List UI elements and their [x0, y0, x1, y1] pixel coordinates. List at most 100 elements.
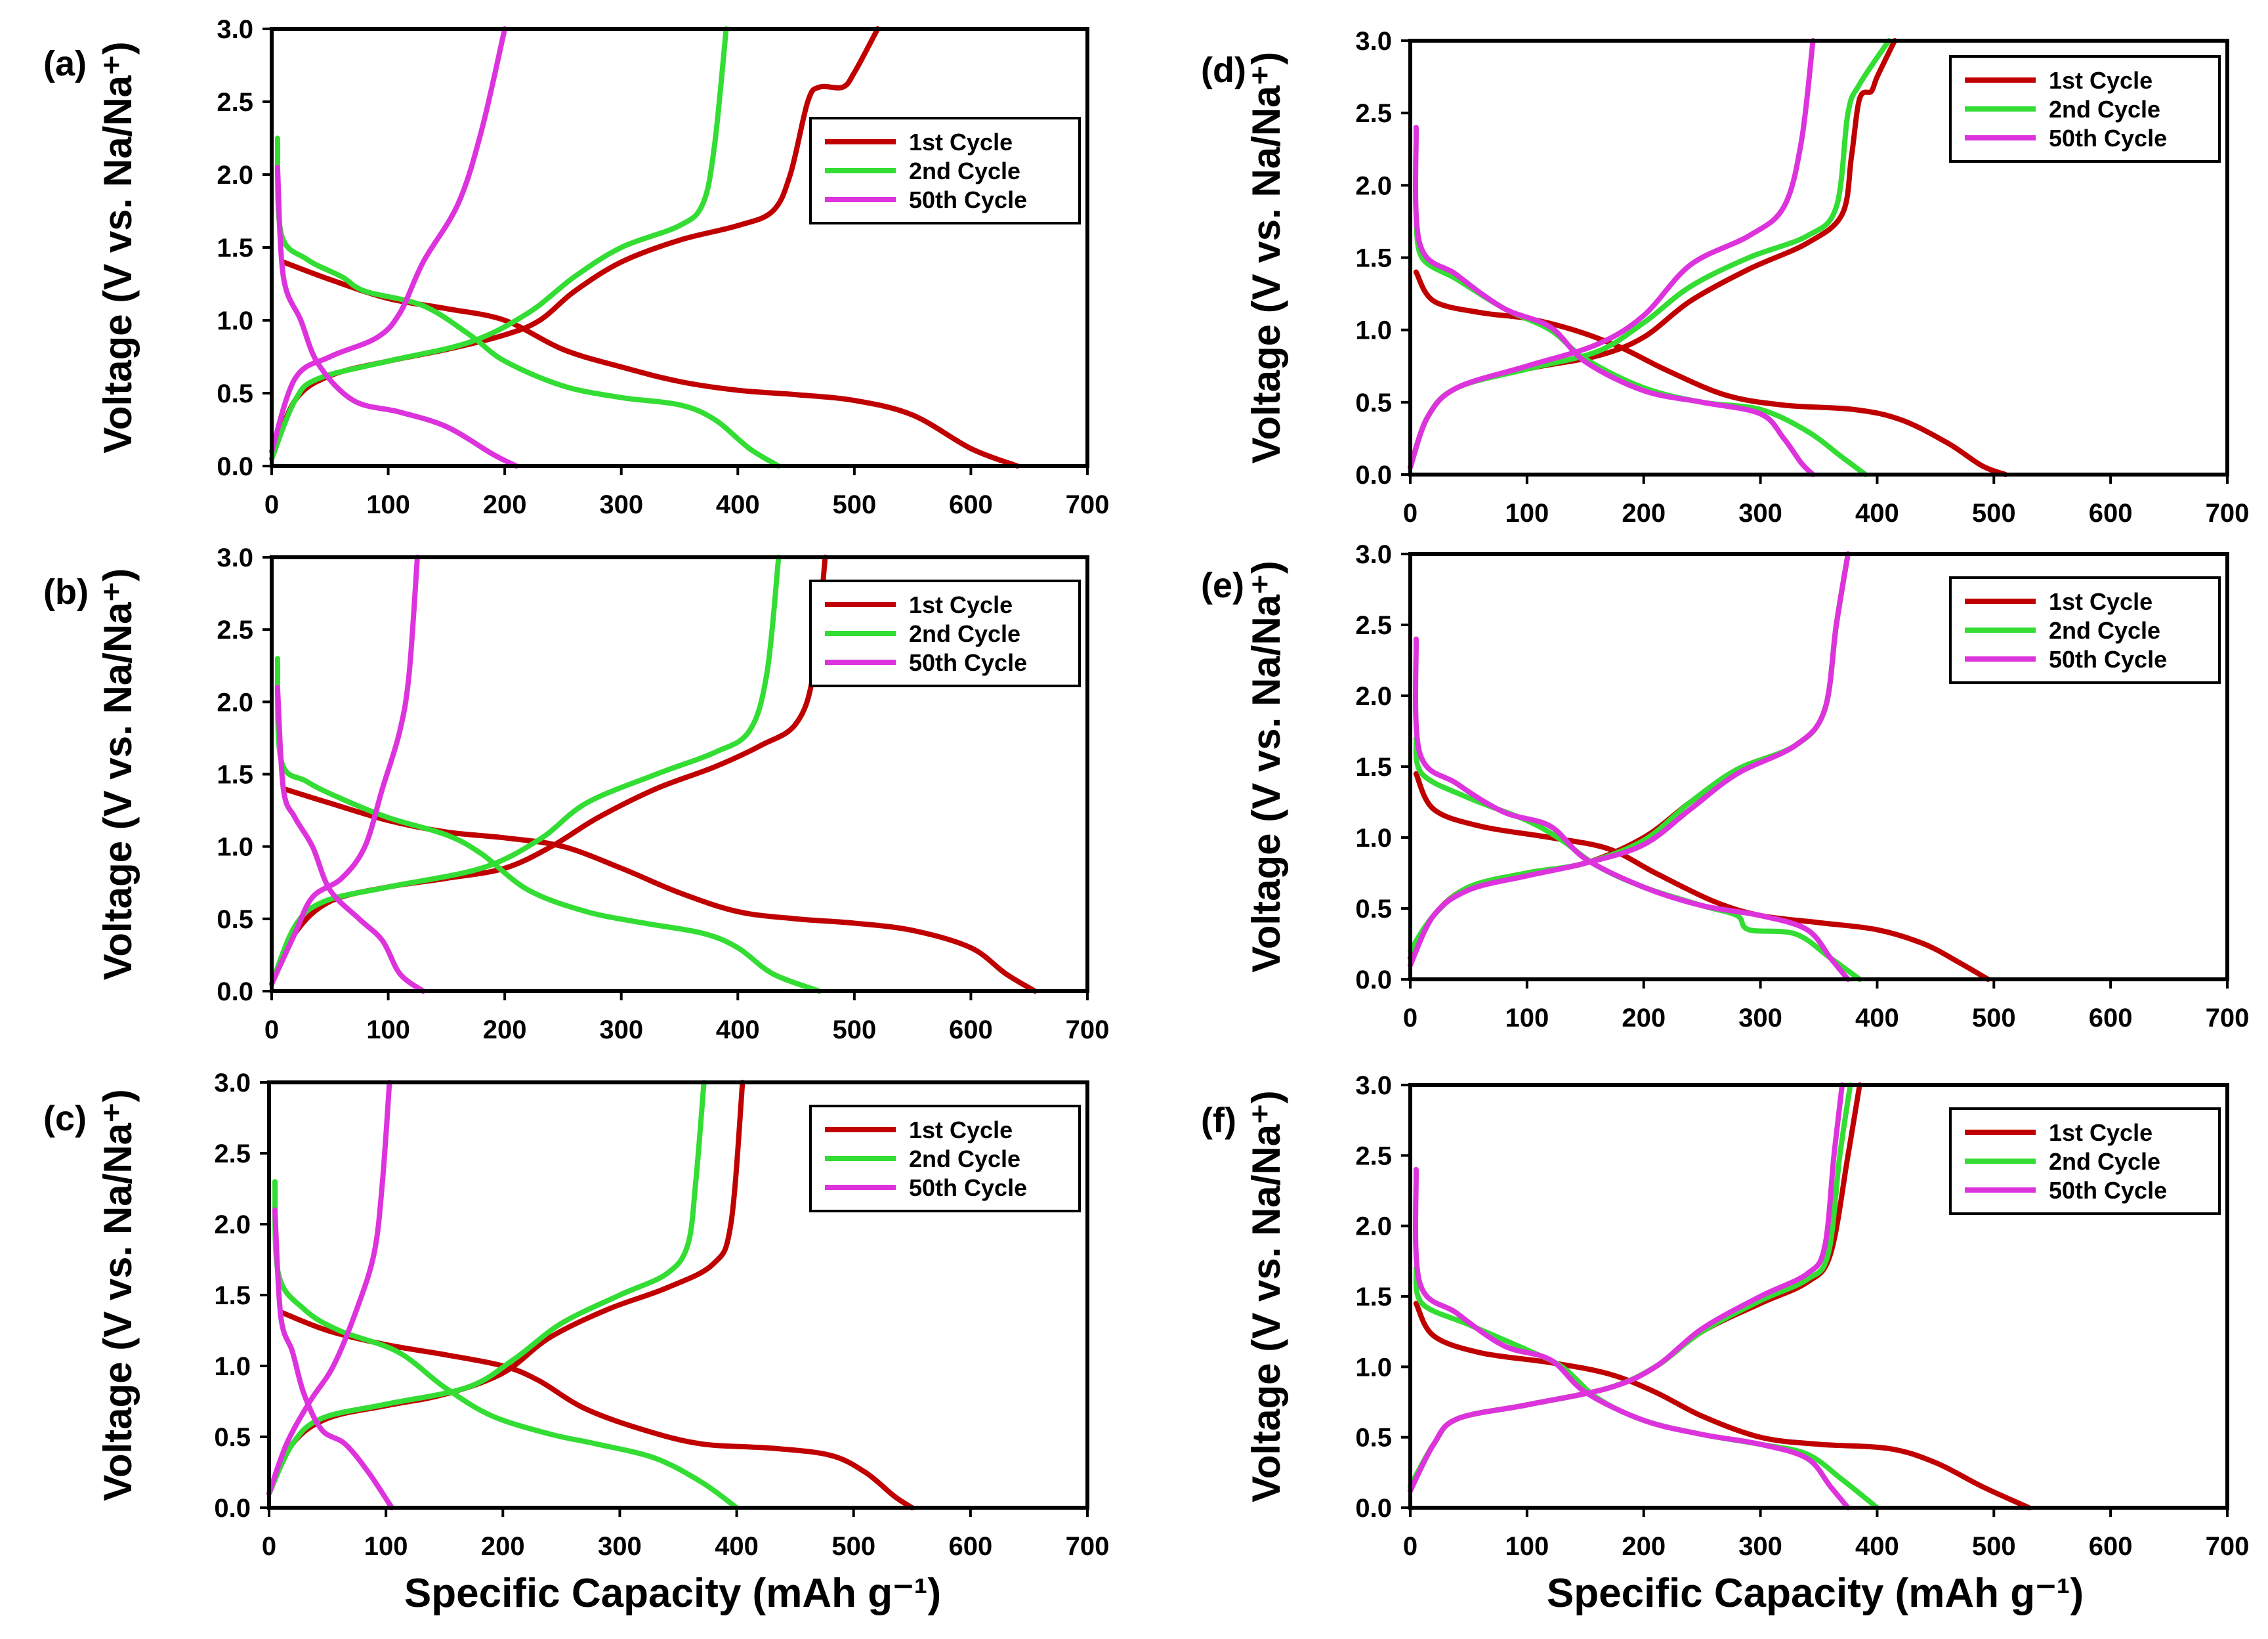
y-tick-label: 3.0 [217, 15, 253, 44]
series-50th-discharge-line [1413, 1166, 1851, 1510]
y-tick-label: 0.0 [1355, 461, 1392, 490]
series-50th-charge-line [1408, 551, 1851, 968]
plot-frame [267, 1080, 1089, 1510]
x-tick-label: 500 [832, 490, 876, 519]
series-2nd-discharge-line [274, 656, 822, 994]
x-tick-label: 400 [716, 490, 760, 519]
series-2nd-charge-line [269, 555, 782, 987]
x-tick-label: 100 [364, 1532, 408, 1561]
chart-panel-d: (d)Voltage (V vs. Na/Na⁺) 0.0 0.5 1.0 1.5 2.0… [1201, 27, 2249, 528]
y-tick-label: 1.0 [214, 1352, 251, 1381]
x-tick-label: 200 [481, 1532, 525, 1561]
y-tick-label: 2.0 [217, 161, 253, 190]
y-axis-label: Voltage (V vs. Na/Na⁺) [96, 1089, 140, 1501]
plot-frame [270, 555, 1089, 993]
x-tick-label: 300 [1738, 1004, 1782, 1032]
y-tick-label: 3.0 [1355, 540, 1392, 569]
legend-entry: 1st Cycle [2049, 588, 2152, 615]
y-axis-label: Voltage (V vs. Na/Na⁺) [1244, 1090, 1288, 1502]
x-tick-label: 700 [1066, 1532, 1110, 1561]
y-tick-label: 2.0 [217, 688, 253, 717]
legend-entry: 1st Cycle [2049, 1119, 2152, 1146]
panel-label: (d) [1201, 51, 1246, 90]
x-tick-label: 700 [2206, 499, 2250, 528]
x-tick-label: 400 [1855, 1532, 1899, 1561]
x-tick-label: 700 [2206, 1004, 2250, 1032]
x-tick-label: 400 [715, 1532, 759, 1561]
panel-label: (e) [1201, 566, 1244, 605]
legend-entry: 1st Cycle [909, 1117, 1013, 1143]
x-axis-label: Specific Capacity (mAh g⁻¹) [404, 1571, 941, 1616]
legend-entry: 2nd Cycle [2049, 1148, 2160, 1175]
y-tick-label: 0.5 [1355, 389, 1392, 417]
legend-entry: 50th Cycle [2049, 1177, 2167, 1204]
x-tick-label: 100 [1505, 1532, 1549, 1561]
x-tick-label: 600 [949, 490, 993, 519]
series-2nd-discharge-line [272, 1179, 740, 1510]
x-tick-label: 700 [1066, 490, 1110, 519]
y-tick-label: 2.0 [214, 1210, 251, 1239]
x-tick-label: 200 [1622, 1532, 1666, 1561]
x-tick-label: 300 [1738, 1532, 1782, 1561]
y-axis-label: Voltage (V vs. Na/Na⁺) [1244, 561, 1288, 972]
series-1st-discharge-line [1413, 771, 1991, 982]
y-tick-label: 3.0 [217, 543, 253, 572]
y-tick-label: 1.0 [1355, 1353, 1392, 1382]
x-tick-label: 600 [2089, 1532, 2133, 1561]
series-50th-discharge-line [274, 685, 426, 994]
series-50th-charge-line [269, 26, 508, 454]
x-tick-label: 300 [599, 1015, 643, 1044]
series-50th-discharge-line [272, 1207, 395, 1510]
x-tick-label: 600 [949, 1015, 993, 1044]
x-tick-label: 500 [1972, 1004, 2016, 1032]
x-tick-label: 200 [483, 1015, 527, 1044]
y-tick-label: 1.0 [1355, 824, 1392, 853]
x-tick-label: 300 [599, 490, 643, 519]
series-1st-charge-line [1408, 551, 1851, 961]
x-tick-label: 300 [1738, 499, 1782, 528]
series-2nd-discharge-line [1413, 211, 1868, 477]
y-tick-label: 3.0 [214, 1069, 251, 1097]
x-tick-label: 400 [1855, 1004, 1899, 1032]
x-tick-label: 0 [264, 1015, 279, 1044]
panel-label: (c) [43, 1099, 87, 1138]
y-tick-label: 2.5 [1355, 99, 1392, 128]
y-tick-label: 0.0 [1355, 1494, 1392, 1523]
x-tick-label: 100 [366, 1015, 410, 1044]
y-axis-label: Voltage (V vs. Na/Na⁺) [96, 568, 140, 980]
series-2nd-charge-line [269, 26, 729, 461]
legend-entry: 50th Cycle [2049, 646, 2167, 673]
x-tick-label: 500 [1972, 499, 2016, 528]
x-tick-label: 600 [2089, 1004, 2133, 1032]
chart-panel-b: (b) Voltage (V vs. Na/Na⁺) 0.0 0.5 1.0 1.5 2.0… [43, 543, 1109, 1044]
y-tick-label: 1.0 [1355, 316, 1392, 345]
series-50th-charge-line [1408, 1082, 1845, 1494]
y-tick-label: 1.5 [1355, 244, 1392, 273]
legend-entry: 2nd Cycle [909, 158, 1020, 184]
x-tick-label: 300 [598, 1532, 642, 1561]
legend-entry: 50th Cycle [909, 1174, 1027, 1201]
y-tick-label: 0.5 [1355, 1424, 1392, 1453]
series-50th-charge-line [269, 555, 420, 987]
x-tick-label: 400 [716, 1015, 760, 1044]
y-tick-label: 2.5 [214, 1139, 251, 1168]
legend-entry: 2nd Cycle [2049, 617, 2160, 644]
y-tick-label: 0.5 [217, 379, 253, 408]
y-tick-label: 2.0 [1355, 171, 1392, 200]
x-tick-label: 0 [1403, 499, 1418, 528]
y-tick-label: 0.0 [217, 452, 253, 481]
y-tick-label: 1.0 [217, 307, 253, 335]
y-tick-label: 1.5 [214, 1281, 251, 1310]
legend-entry: 50th Cycle [909, 186, 1027, 213]
y-tick-label: 2.5 [217, 88, 253, 117]
chart-panel-c: (c) Voltage (V vs. Na/Na⁺) 0.0 0.5 1.0 1.5 2.0… [43, 1069, 1109, 1561]
series-1st-charge-line [266, 1080, 746, 1497]
x-tick-label: 200 [483, 490, 527, 519]
y-tick-label: 2.5 [1355, 1141, 1392, 1170]
x-tick-label: 600 [2089, 499, 2133, 528]
